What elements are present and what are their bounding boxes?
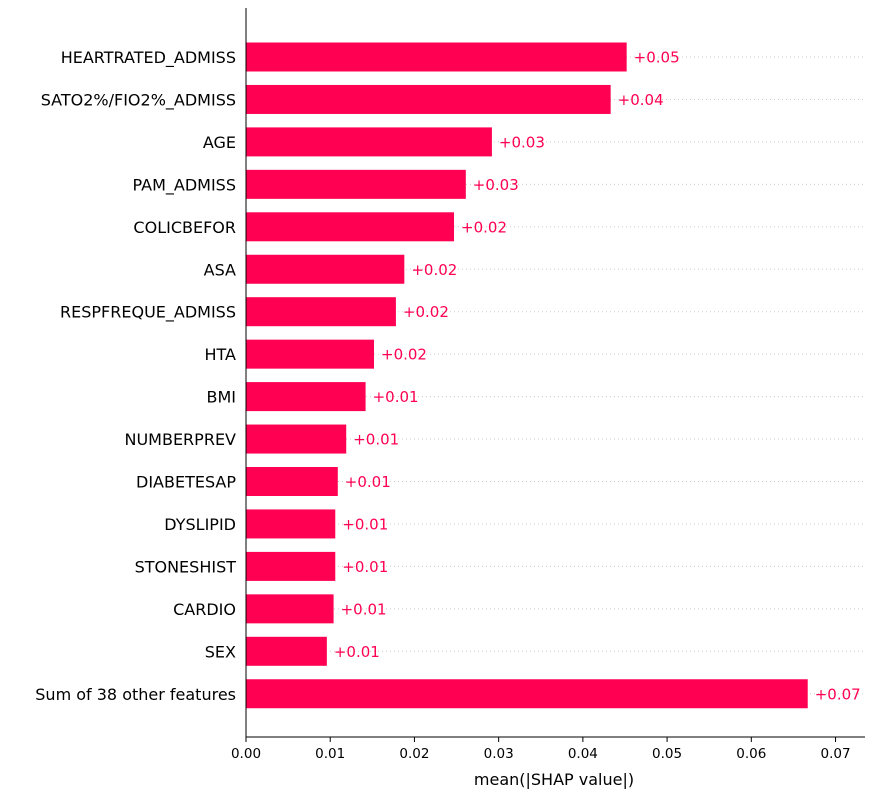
x-tick-label: 0.00 (231, 746, 261, 762)
x-tick-label: 0.06 (736, 746, 766, 762)
bar (246, 509, 336, 539)
category-label: COLICBEFOR (133, 218, 236, 237)
bar (246, 636, 327, 666)
category-label: SEX (205, 642, 236, 661)
bar (246, 467, 338, 496)
category-label: ASA (204, 260, 236, 279)
value-label: +0.02 (403, 303, 449, 321)
value-label: +0.03 (499, 133, 545, 151)
bar (246, 551, 336, 581)
x-tick-label: 0.07 (820, 746, 850, 762)
value-label: +0.07 (815, 685, 861, 703)
category-label: HTA (204, 345, 236, 364)
bars (246, 42, 808, 709)
category-label: HEARTRATED_ADMISS (61, 48, 236, 68)
bar (246, 424, 347, 454)
category-label: NUMBERPREV (124, 430, 236, 449)
x-axis-title: mean(|SHAP value|) (474, 770, 634, 789)
x-tick-label: 0.03 (484, 746, 514, 762)
category-label: CARDIO (173, 600, 236, 619)
category-label: DYSLIPID (164, 515, 236, 534)
value-label: +0.01 (342, 558, 388, 576)
category-label: PAM_ADMISS (133, 175, 236, 195)
value-label: +0.02 (461, 218, 507, 236)
bar (246, 679, 808, 709)
value-label: +0.03 (473, 176, 519, 194)
category-label: AGE (203, 133, 236, 152)
bar (246, 254, 405, 284)
bar (246, 339, 375, 369)
bar (246, 594, 334, 624)
value-label: +0.01 (334, 643, 380, 661)
value-label: +0.02 (381, 346, 427, 364)
category-label: SATO2%/FIO2%_ADMISS (41, 90, 236, 110)
bar (246, 382, 366, 412)
value-label: +0.01 (373, 388, 419, 406)
bar (246, 212, 455, 242)
category-label: DIABETESAP (136, 473, 236, 492)
bar (246, 297, 396, 327)
x-tick-label: 0.05 (652, 746, 682, 762)
bar (246, 84, 611, 114)
value-label: +0.02 (411, 261, 457, 279)
category-labels: HEARTRATED_ADMISS SATO2%/FIO2%_ADMISS AGE P… (35, 48, 236, 704)
x-tick-label: 0.01 (315, 746, 345, 762)
value-label: +0.01 (341, 600, 387, 618)
value-label: +0.01 (345, 473, 391, 491)
value-label: +0.04 (618, 91, 664, 109)
value-label: +0.05 (634, 49, 680, 67)
value-labels: +0.05 +0.04 +0.03 +0.03 +0.02 +0.02 +0.02 +0.02… (334, 49, 861, 704)
value-label: +0.01 (342, 515, 388, 533)
category-label: Sum of 38 other features (35, 685, 236, 704)
bar (246, 169, 466, 199)
category-label: RESPFREQUE_ADMISS (60, 303, 236, 323)
axes: 0.00 0.01 0.02 0.03 0.04 0.05 0.06 0.07 (231, 8, 865, 762)
x-tick-label: 0.04 (568, 746, 598, 762)
bar (246, 127, 492, 157)
category-label: STONESHIST (135, 557, 237, 576)
value-label: +0.01 (353, 431, 399, 449)
category-label: BMI (207, 388, 237, 407)
bar (246, 42, 627, 72)
x-tick-label: 0.02 (399, 746, 429, 762)
